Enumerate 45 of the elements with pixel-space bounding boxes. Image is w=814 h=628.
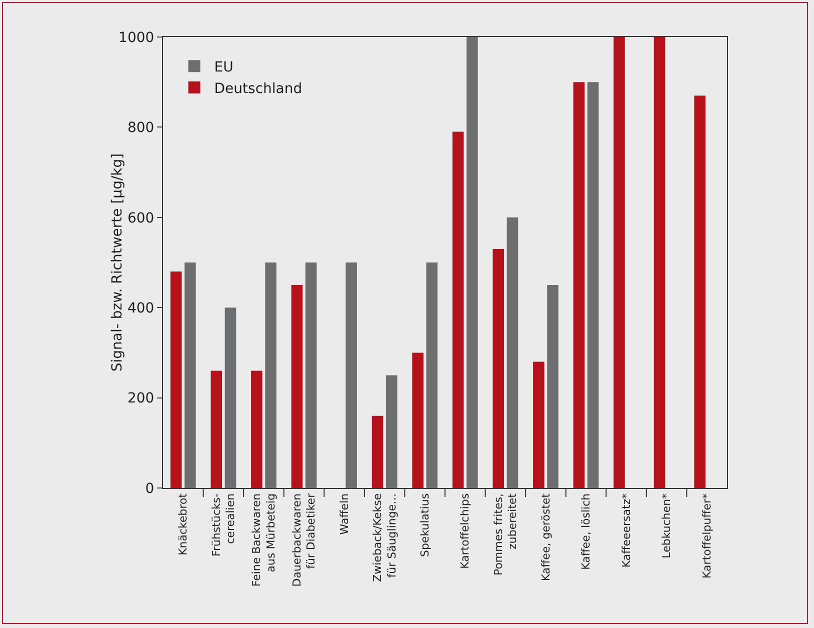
x-tick-label: Frühstücks- cerealien	[210, 493, 238, 557]
bar	[426, 262, 438, 488]
bar	[614, 37, 625, 488]
x-tick-label: Spekulatius	[418, 493, 432, 558]
x-tick-label: Zwieback/Kekse für Säuglinge…	[370, 493, 398, 582]
x-tick-label: Kaffee, geröstet	[539, 492, 552, 582]
bar	[694, 96, 706, 488]
bar	[412, 352, 424, 488]
bar	[492, 248, 504, 488]
legend-label: Deutschland	[214, 80, 302, 97]
bar	[184, 262, 196, 488]
x-tick-label: Pommes frites, zubereitet	[492, 492, 520, 576]
bar	[251, 370, 262, 488]
x-tick-label: Knäckebrot	[176, 492, 190, 556]
bar	[224, 308, 236, 488]
x-tick-label: Kartoffelpuffer*	[700, 492, 714, 578]
legend-label: EU	[214, 60, 234, 76]
bar	[291, 285, 303, 488]
bar	[547, 285, 558, 488]
bar	[372, 416, 384, 488]
bar	[170, 272, 182, 488]
x-tick-label: Waffeln	[338, 493, 351, 535]
bar	[210, 370, 222, 488]
x-tick-label: Kartoffelchips	[458, 493, 472, 569]
y-tick-label: 400	[127, 300, 154, 316]
bar	[533, 362, 544, 488]
x-tick-label: Kaffee, löslich	[580, 493, 593, 570]
y-tick-label: 600	[127, 210, 154, 226]
bar	[506, 217, 518, 488]
bar	[573, 82, 585, 488]
x-tick-label: Lebkuchen*	[660, 492, 674, 558]
y-axis-title: Signal- bzw. Richtwerte [µg/kg]	[109, 153, 126, 372]
y-tick-label: 200	[127, 390, 154, 407]
bar	[346, 262, 357, 488]
bar	[305, 262, 317, 488]
y-tick-label: 800	[127, 120, 154, 136]
bar	[386, 375, 398, 488]
y-tick-label: 0	[145, 480, 154, 497]
bar	[587, 82, 599, 488]
y-tick-label: 1000	[118, 30, 154, 46]
bar	[466, 37, 478, 488]
bar	[265, 262, 276, 488]
bar	[452, 132, 464, 488]
bar	[654, 37, 666, 488]
x-tick-label: Kaffeeersatz*	[620, 492, 633, 568]
